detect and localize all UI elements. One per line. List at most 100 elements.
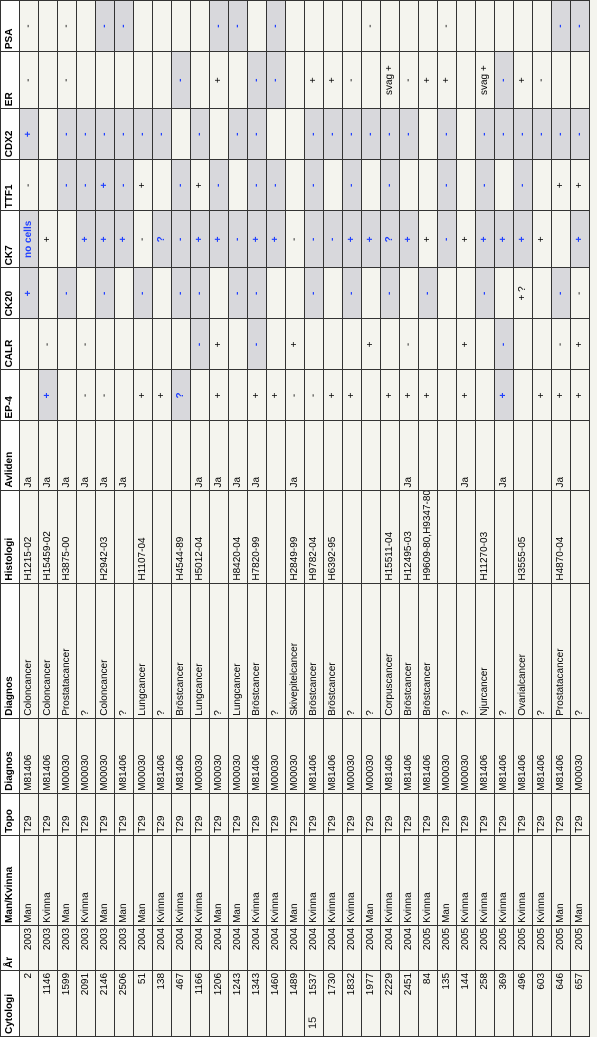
marker-cell: - — [115, 1, 134, 52]
marker-cell: + — [324, 52, 343, 109]
marker-cell: + — [324, 370, 343, 421]
marker-cell — [514, 319, 533, 370]
table-row: 24512004KvinnaT29M81406BröstcancerH12495… — [400, 1, 419, 1037]
cell-av: Ja — [457, 421, 476, 490]
marker-cell: - — [381, 160, 400, 211]
marker-cell — [419, 319, 438, 370]
cell-ar: 2005 — [419, 925, 438, 970]
cell-topo: T29 — [134, 793, 153, 835]
marker-cell: + — [514, 211, 533, 268]
cell-d1: M00030 — [77, 718, 96, 793]
marker-cell: + — [343, 370, 362, 421]
marker-cell: + — [457, 211, 476, 268]
cell-mk: Kvinna — [153, 835, 172, 925]
marker-cell: - — [77, 109, 96, 160]
cell-d2: ? — [438, 583, 457, 718]
table-row: 20912003KvinnaT29M00030?Ja--+-- — [77, 1, 96, 1037]
marker-cell — [533, 268, 552, 319]
marker-cell — [229, 370, 248, 421]
marker-cell: - — [20, 160, 39, 211]
col-avliden: Avliden — [1, 421, 20, 490]
cell-hist: H5012-04 — [191, 490, 210, 583]
cell-d1: M81406 — [115, 718, 134, 793]
cell-cyt: 138 — [153, 970, 172, 1036]
cell-ar: 2005 — [438, 925, 457, 970]
cell-cyt: 1243 — [229, 970, 248, 1036]
marker-cell: - — [58, 109, 77, 160]
cell-hist: H1215-02 — [20, 490, 39, 583]
cell-cyt: 1460 — [267, 970, 286, 1036]
cell-ar: 2004 — [286, 925, 305, 970]
marker-cell: - — [229, 109, 248, 160]
cell-d1: M81406 — [552, 718, 571, 793]
marker-cell: - — [476, 109, 495, 160]
marker-cell: - — [343, 109, 362, 160]
marker-cell: + — [533, 211, 552, 268]
cell-cyt: 2146 — [96, 970, 115, 1036]
cell-d2: Njurcancer — [476, 583, 495, 718]
marker-cell: - — [343, 52, 362, 109]
cell-mk: Man — [20, 835, 39, 925]
table-row: 1382004KvinnaT29M81406?+?- — [153, 1, 172, 1037]
col-diagnos: Diagnos — [1, 718, 20, 793]
marker-cell: svag + — [476, 52, 495, 109]
marker-cell: - — [552, 109, 571, 160]
marker-cell — [153, 160, 172, 211]
table-row: 18322004KvinnaT29M00030?+-+--- — [343, 1, 362, 1037]
marker-cell: + — [362, 319, 381, 370]
cell-av — [514, 421, 533, 490]
cell-topo: T29 — [571, 793, 590, 835]
cell-topo: T29 — [552, 793, 571, 835]
cell-d2: ? — [153, 583, 172, 718]
cell-cyt: 646 — [552, 970, 571, 1036]
marker-cell — [134, 319, 153, 370]
marker-cell — [457, 160, 476, 211]
cell-ar: 2003 — [96, 925, 115, 970]
cell-ar: 2004 — [381, 925, 400, 970]
cell-av: Ja — [20, 421, 39, 490]
table-row: 21462003ManT29M00030ColoncancerH2942-03J… — [96, 1, 115, 1037]
cell-cyt: 84 — [419, 970, 438, 1036]
marker-cell — [115, 52, 134, 109]
marker-cell: - — [115, 109, 134, 160]
marker-cell — [362, 268, 381, 319]
marker-cell: - — [514, 160, 533, 211]
cell-ar: 2004 — [305, 925, 324, 970]
table-row: 1352005ManT29M00030?---+- — [438, 1, 457, 1037]
cell-mk: Kvinna — [457, 835, 476, 925]
cell-hist: H6392-95 — [324, 490, 343, 583]
cell-hist: H1107-04 — [134, 490, 153, 583]
marker-cell — [286, 268, 305, 319]
cell-topo: T29 — [438, 793, 457, 835]
cell-d2: Lungcancer — [134, 583, 153, 718]
cell-ar: 2004 — [362, 925, 381, 970]
cell-ar: 2004 — [134, 925, 153, 970]
cell-d1: M00030 — [58, 718, 77, 793]
marker-cell: - — [267, 1, 286, 52]
cell-mk: Kvinna — [343, 835, 362, 925]
cell-d1: M00030 — [96, 718, 115, 793]
marker-cell: - — [248, 109, 267, 160]
marker-cell: + — [39, 211, 58, 268]
cell-d2: ? — [77, 583, 96, 718]
cell-av: Ja — [229, 421, 248, 490]
cell-d1: M81406 — [533, 718, 552, 793]
marker-cell — [533, 160, 552, 211]
marker-cell: ? — [172, 370, 191, 421]
cell-hist — [267, 490, 286, 583]
cell-mk: Kvinna — [476, 835, 495, 925]
marker-cell: + — [39, 370, 58, 421]
marker-cell: + — [77, 211, 96, 268]
marker-cell: - — [286, 211, 305, 268]
marker-cell: - — [571, 268, 590, 319]
table-row: 11462003KvinnaT29M81406ColoncancerH15459… — [39, 1, 58, 1037]
table-row: 11662004KvinnaT29M00030LungcancerH5012-0… — [191, 1, 210, 1037]
table-row: 4672004KvinnaT29M81406BröstcancerH4544-8… — [172, 1, 191, 1037]
col-topo: Topo — [1, 793, 20, 835]
table-row: 512004ManT29M00030LungcancerH1107-04+--+… — [134, 1, 153, 1037]
cell-d1: M00030 — [343, 718, 362, 793]
marker-cell: - — [400, 109, 419, 160]
marker-cell: + — [571, 370, 590, 421]
cell-cyt: 51 — [134, 970, 153, 1036]
cell-hist — [438, 490, 457, 583]
